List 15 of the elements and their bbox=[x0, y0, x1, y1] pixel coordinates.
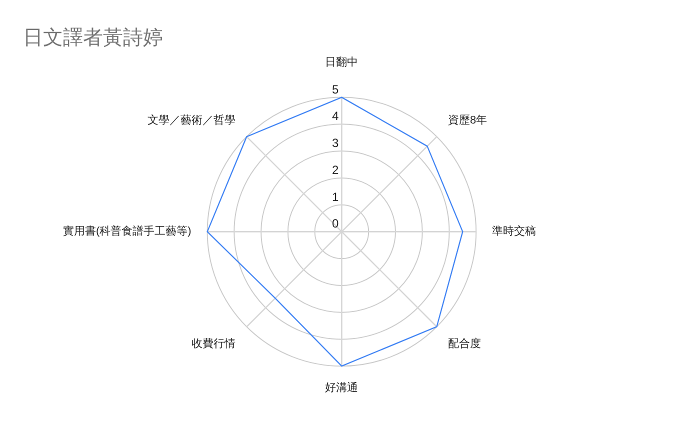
spoke-label: 實用書(科普食譜手工藝等) bbox=[62, 224, 192, 238]
spoke-label: 配合度 bbox=[448, 337, 482, 350]
spoke-label: 好溝通 bbox=[325, 381, 358, 394]
y-tick-label: 4 bbox=[332, 109, 340, 124]
spoke-label: 資歷8年 bbox=[448, 114, 488, 126]
y-tick-label: 2 bbox=[332, 162, 340, 177]
y-tick-label: 1 bbox=[332, 190, 340, 204]
y-tick-label: 0 bbox=[332, 216, 340, 231]
y-tick-label: 3 bbox=[332, 136, 340, 150]
spoke-label: 日翻中 bbox=[325, 55, 358, 68]
spoke-label: 收費行情 bbox=[191, 337, 236, 350]
chart-title: 日文譯者黃詩婷 bbox=[23, 27, 163, 49]
spoke-label: 準時交稿 bbox=[492, 224, 536, 238]
spoke-label: 文學／藝術／哲學 bbox=[147, 113, 236, 126]
y-tick-label: 5 bbox=[332, 82, 340, 96]
